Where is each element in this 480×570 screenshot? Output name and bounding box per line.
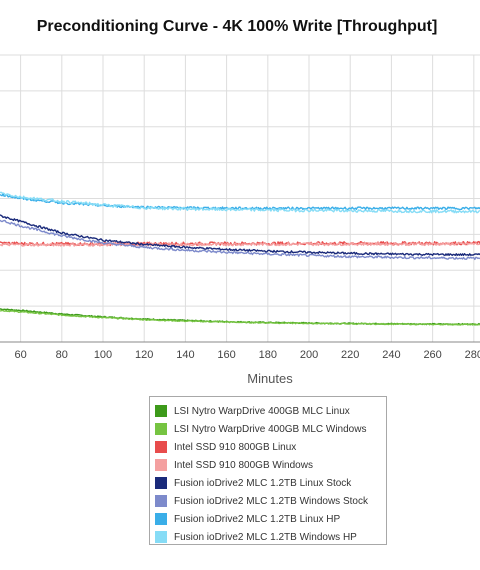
legend-item[interactable]: Fusion ioDrive2 MLC 1.2TB Windows Stock bbox=[150, 492, 386, 510]
legend-swatch bbox=[155, 459, 167, 471]
legend-label: Fusion ioDrive2 MLC 1.2TB Windows Stock bbox=[174, 495, 368, 507]
series-line bbox=[0, 191, 480, 214]
legend-swatch bbox=[155, 513, 167, 525]
legend-label: Fusion ioDrive2 MLC 1.2TB Windows HP bbox=[174, 531, 357, 543]
x-tick-label: 80 bbox=[56, 349, 68, 361]
legend-item[interactable]: Intel SSD 910 800GB Linux bbox=[150, 438, 386, 456]
x-tick-label: 180 bbox=[259, 349, 277, 361]
legend-label: Intel SSD 910 800GB Linux bbox=[174, 441, 297, 453]
series-line bbox=[0, 219, 480, 261]
x-tick-label: 260 bbox=[423, 349, 441, 361]
x-tick-label: 100 bbox=[94, 349, 112, 361]
legend-swatch bbox=[155, 405, 167, 417]
legend-swatch bbox=[155, 477, 167, 489]
legend-item[interactable]: LSI Nytro WarpDrive 400GB MLC Linux bbox=[150, 402, 386, 420]
x-tick-label: 200 bbox=[300, 349, 318, 361]
series-line bbox=[0, 309, 480, 326]
legend-label: Intel SSD 910 800GB Windows bbox=[174, 459, 313, 471]
x-tick-label: 240 bbox=[382, 349, 400, 361]
legend-item[interactable]: Intel SSD 910 800GB Windows bbox=[150, 456, 386, 474]
legend-item[interactable]: Fusion ioDrive2 MLC 1.2TB Linux HP bbox=[150, 510, 386, 528]
legend-label: LSI Nytro WarpDrive 400GB MLC Windows bbox=[174, 423, 367, 435]
legend-label: LSI Nytro WarpDrive 400GB MLC Linux bbox=[174, 405, 350, 417]
legend-item[interactable]: Fusion ioDrive2 MLC 1.2TB Windows HP bbox=[150, 528, 386, 546]
legend-label: Fusion ioDrive2 MLC 1.2TB Linux Stock bbox=[174, 477, 352, 489]
x-tick-label: 160 bbox=[217, 349, 235, 361]
legend: LSI Nytro WarpDrive 400GB MLC Linux LSI N… bbox=[149, 396, 387, 545]
x-tick-label: 220 bbox=[341, 349, 359, 361]
x-tick-label: 60 bbox=[14, 349, 26, 361]
legend-swatch bbox=[155, 441, 167, 453]
legend-item[interactable]: Fusion ioDrive2 MLC 1.2TB Linux Stock bbox=[150, 474, 386, 492]
x-axis-title: Minutes bbox=[247, 371, 293, 386]
chart-plot: 60 80 100 120 140 160 180 200 220 240 260 280 Minute… bbox=[0, 54, 480, 386]
x-tick-label: 120 bbox=[135, 349, 153, 361]
legend-swatch bbox=[155, 531, 167, 543]
legend-label: Fusion ioDrive2 MLC 1.2TB Linux HP bbox=[174, 513, 341, 525]
x-tick-label: 140 bbox=[176, 349, 194, 361]
legend-item[interactable]: LSI Nytro WarpDrive 400GB MLC Windows bbox=[150, 420, 386, 438]
x-tick-label: 280 bbox=[465, 349, 480, 361]
series-line bbox=[0, 192, 480, 211]
legend-swatch bbox=[155, 423, 167, 435]
series-line bbox=[0, 241, 480, 247]
series-line bbox=[0, 214, 480, 257]
legend-swatch bbox=[155, 495, 167, 507]
chart-title: Preconditioning Curve - 4K 100% Write [T… bbox=[36, 18, 438, 35]
